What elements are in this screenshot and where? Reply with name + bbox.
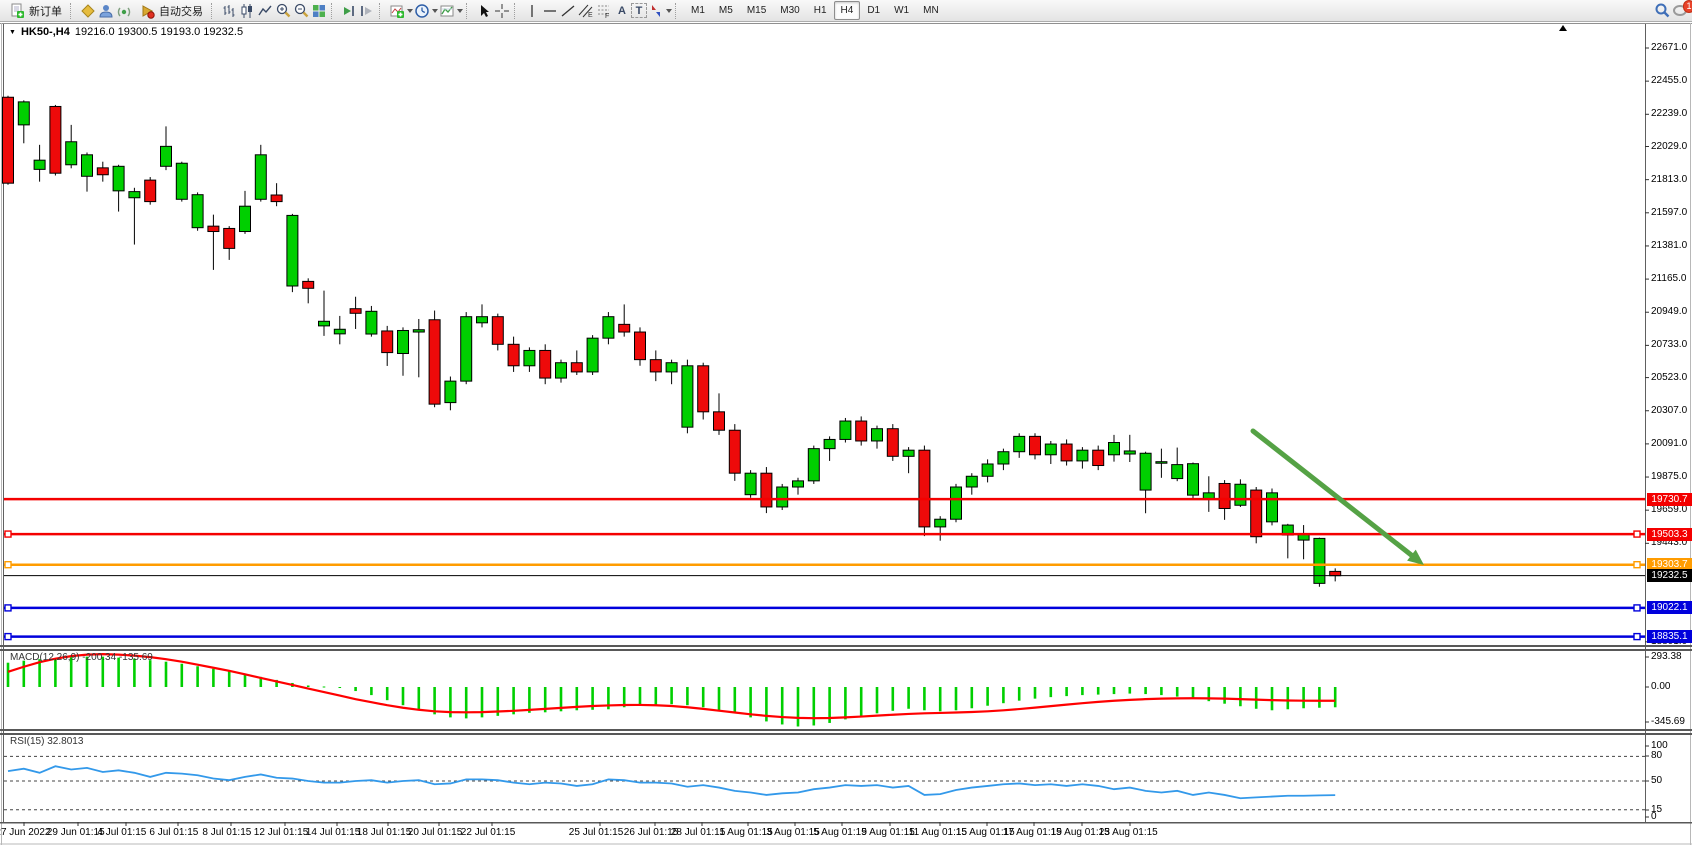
line-chart-icon[interactable]	[256, 2, 274, 20]
toolbar-separator	[514, 2, 520, 19]
toolbar-separator	[211, 2, 217, 19]
trendline-icon[interactable]	[559, 2, 577, 20]
zoom-in-icon[interactable]	[274, 2, 292, 20]
text-icon[interactable]: A	[618, 4, 626, 17]
svg-text:E: E	[588, 12, 593, 19]
new-order-icon	[8, 2, 26, 20]
tf-m15-button[interactable]: M15	[746, 5, 767, 16]
search-icon[interactable]	[1653, 2, 1671, 20]
periods-dropdown-arrow[interactable]	[432, 8, 438, 13]
autotrading-icon	[138, 2, 156, 20]
horizontal-line-icon[interactable]	[541, 2, 559, 20]
auto-scroll-icon[interactable]	[340, 2, 358, 20]
main-toolbar: 新订单 自动交易	[0, 0, 1692, 22]
toolbar-separator	[70, 2, 76, 19]
arrows-dropdown-arrow[interactable]	[666, 8, 672, 13]
toolbar-separator	[675, 2, 681, 19]
toolbar-separator	[466, 2, 472, 19]
chart-shift-icon[interactable]	[358, 2, 376, 20]
macd-label: MACD(12,26,9) -200.34 -135.69	[10, 652, 153, 663]
signals-icon[interactable]	[115, 2, 133, 20]
ohlc-toggle-icon[interactable]: ▼	[9, 28, 16, 36]
toolbar-separator	[379, 2, 385, 19]
history-center-icon[interactable]	[79, 2, 97, 20]
tf-mn-button[interactable]: MN	[923, 5, 939, 16]
chart-title: ▼ HK50-,H4 19216.0 19300.5 19193.0 19232…	[9, 26, 243, 38]
indicators-icon[interactable]	[388, 2, 406, 20]
toolbar-separator	[331, 2, 337, 19]
tile-windows-icon[interactable]	[310, 2, 328, 20]
autotrading-button[interactable]: 自动交易	[133, 1, 208, 21]
indicators-dropdown-arrow[interactable]	[407, 8, 413, 13]
tf-h1-button[interactable]: H1	[813, 5, 827, 16]
arrows-icon[interactable]	[647, 2, 665, 20]
equidistant-channel-icon[interactable]: E	[577, 2, 595, 20]
tf-h4-button[interactable]: H4	[833, 1, 861, 20]
rsi-label: RSI(15) 32.8013	[10, 736, 84, 747]
cursor-icon[interactable]	[475, 2, 493, 20]
templates-dropdown-arrow[interactable]	[457, 8, 463, 13]
vertical-line-icon[interactable]	[523, 2, 541, 20]
svg-text:F: F	[605, 13, 609, 19]
zoom-out-icon[interactable]	[292, 2, 310, 20]
text-label-icon[interactable]: T	[631, 3, 647, 18]
fibonacci-icon[interactable]: F	[595, 2, 613, 20]
autotrading-label: 自动交易	[159, 5, 203, 18]
tf-w1-button[interactable]: W1	[894, 5, 910, 16]
new-order-label: 新订单	[29, 5, 62, 18]
chart-ohlc-readout: 19216.0 19300.5 19193.0 19232.5	[74, 26, 244, 38]
notification-badge: 1	[1683, 0, 1692, 13]
periods-clock-icon[interactable]	[413, 2, 431, 20]
crosshair-icon[interactable]	[493, 2, 511, 20]
templates-icon[interactable]	[438, 2, 456, 20]
tf-d1-button[interactable]: D1	[867, 5, 881, 16]
tf-m30-button[interactable]: M30	[780, 5, 800, 16]
tf-m5-button[interactable]: M5	[718, 5, 733, 16]
bars-chart-icon[interactable]	[220, 2, 238, 20]
new-order-button[interactable]: 新订单	[3, 1, 67, 21]
chart-symbol: HK50-,H4	[20, 26, 70, 38]
candlestick-chart-icon[interactable]	[238, 2, 256, 20]
text-label-glyph: T	[635, 4, 643, 17]
notifications-icon[interactable]: 1	[1671, 0, 1692, 20]
profile-icon[interactable]	[97, 2, 115, 20]
tf-m1-button[interactable]: M1	[691, 5, 705, 16]
